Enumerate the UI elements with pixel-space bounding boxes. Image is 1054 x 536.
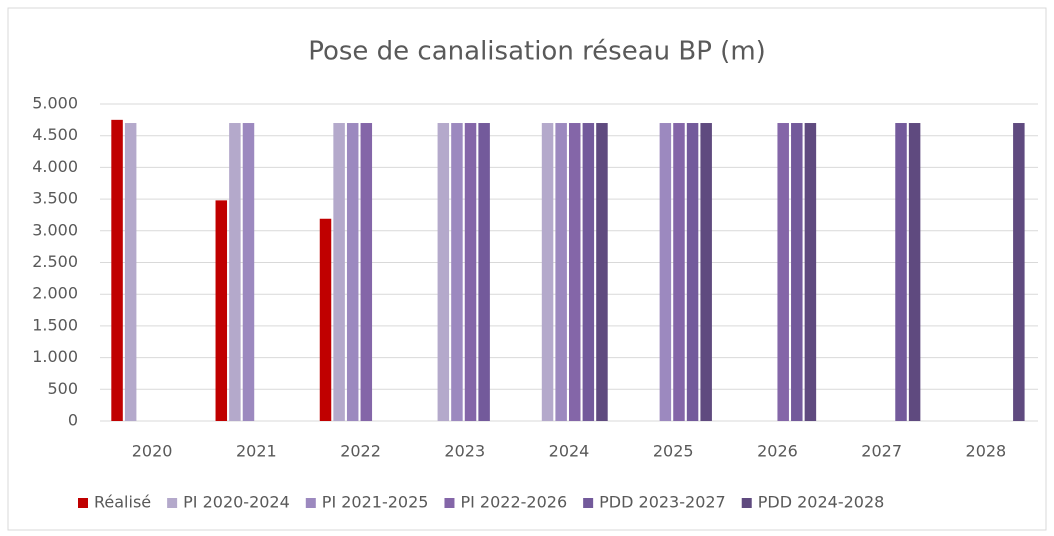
legend-swatch <box>741 498 752 508</box>
x-tick-label: 2022 <box>340 442 381 461</box>
y-tick-label: 5.000 <box>32 94 78 113</box>
bar <box>596 123 608 422</box>
chart-title: Pose de canalisation réseau BP (m) <box>308 37 766 67</box>
y-tick-label: 4.500 <box>32 125 78 144</box>
x-tick-label: 2027 <box>861 442 902 461</box>
legend-label: PI 2020-2024 <box>183 493 290 512</box>
x-tick-label: 2028 <box>966 442 1007 461</box>
bar <box>908 123 921 422</box>
y-tick-label: 4.000 <box>32 157 78 176</box>
legend-swatch <box>167 498 178 508</box>
bar <box>582 123 595 422</box>
legend-label: PI 2022-2026 <box>460 493 567 512</box>
bar <box>673 123 685 422</box>
bar <box>1013 123 1025 422</box>
bar <box>555 123 567 422</box>
bar <box>569 123 581 422</box>
bar <box>659 123 672 422</box>
bar <box>478 123 490 422</box>
y-tick-label: 1.000 <box>32 347 78 366</box>
bar <box>686 123 699 422</box>
legend-swatch <box>583 498 594 508</box>
y-tick-label: 3.500 <box>32 189 78 208</box>
bar <box>700 123 712 422</box>
bar <box>804 123 817 422</box>
bar <box>777 123 789 422</box>
x-tick-label: 2021 <box>236 442 277 461</box>
bar <box>451 123 463 422</box>
bar <box>346 123 359 422</box>
y-tick-label: 500 <box>47 379 78 398</box>
bar <box>229 123 241 422</box>
bar <box>111 119 123 421</box>
bar <box>895 123 907 422</box>
legend-swatch <box>78 498 88 508</box>
legend-label: PDD 2024-2028 <box>758 493 885 512</box>
y-tick-label: 2.000 <box>32 284 78 303</box>
bar <box>791 123 803 422</box>
legend-swatch <box>444 498 455 508</box>
legend-label: PDD 2023-2027 <box>599 493 726 512</box>
x-tick-label: 2025 <box>653 442 694 461</box>
x-tick-label: 2026 <box>757 442 798 461</box>
x-tick-label: 2023 <box>444 442 485 461</box>
bar <box>360 123 373 422</box>
bar <box>541 123 554 422</box>
x-tick-label: 2024 <box>549 442 590 461</box>
legend-swatch <box>305 498 316 508</box>
bar <box>124 123 137 422</box>
legend-label: Réalisé <box>94 493 151 512</box>
legend-label: PI 2021-2025 <box>322 493 429 512</box>
bar <box>319 218 332 421</box>
bar <box>215 200 228 421</box>
x-tick-label: 2020 <box>132 442 173 461</box>
y-tick-label: 2.500 <box>32 252 78 271</box>
bar <box>464 123 477 422</box>
bar <box>333 123 345 422</box>
bar <box>242 123 255 422</box>
y-tick-label: 0 <box>68 411 78 430</box>
y-tick-label: 1.500 <box>32 315 78 334</box>
y-tick-label: 3.000 <box>32 220 78 239</box>
bar <box>437 123 450 422</box>
chart-border <box>7 7 1047 531</box>
